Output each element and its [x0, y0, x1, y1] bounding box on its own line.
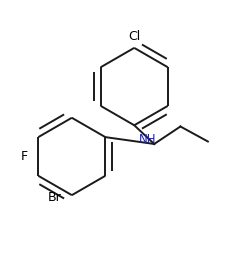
Text: Cl: Cl — [128, 30, 140, 43]
Text: NH: NH — [138, 133, 156, 146]
Text: Br: Br — [48, 191, 62, 204]
Text: F: F — [21, 150, 28, 163]
